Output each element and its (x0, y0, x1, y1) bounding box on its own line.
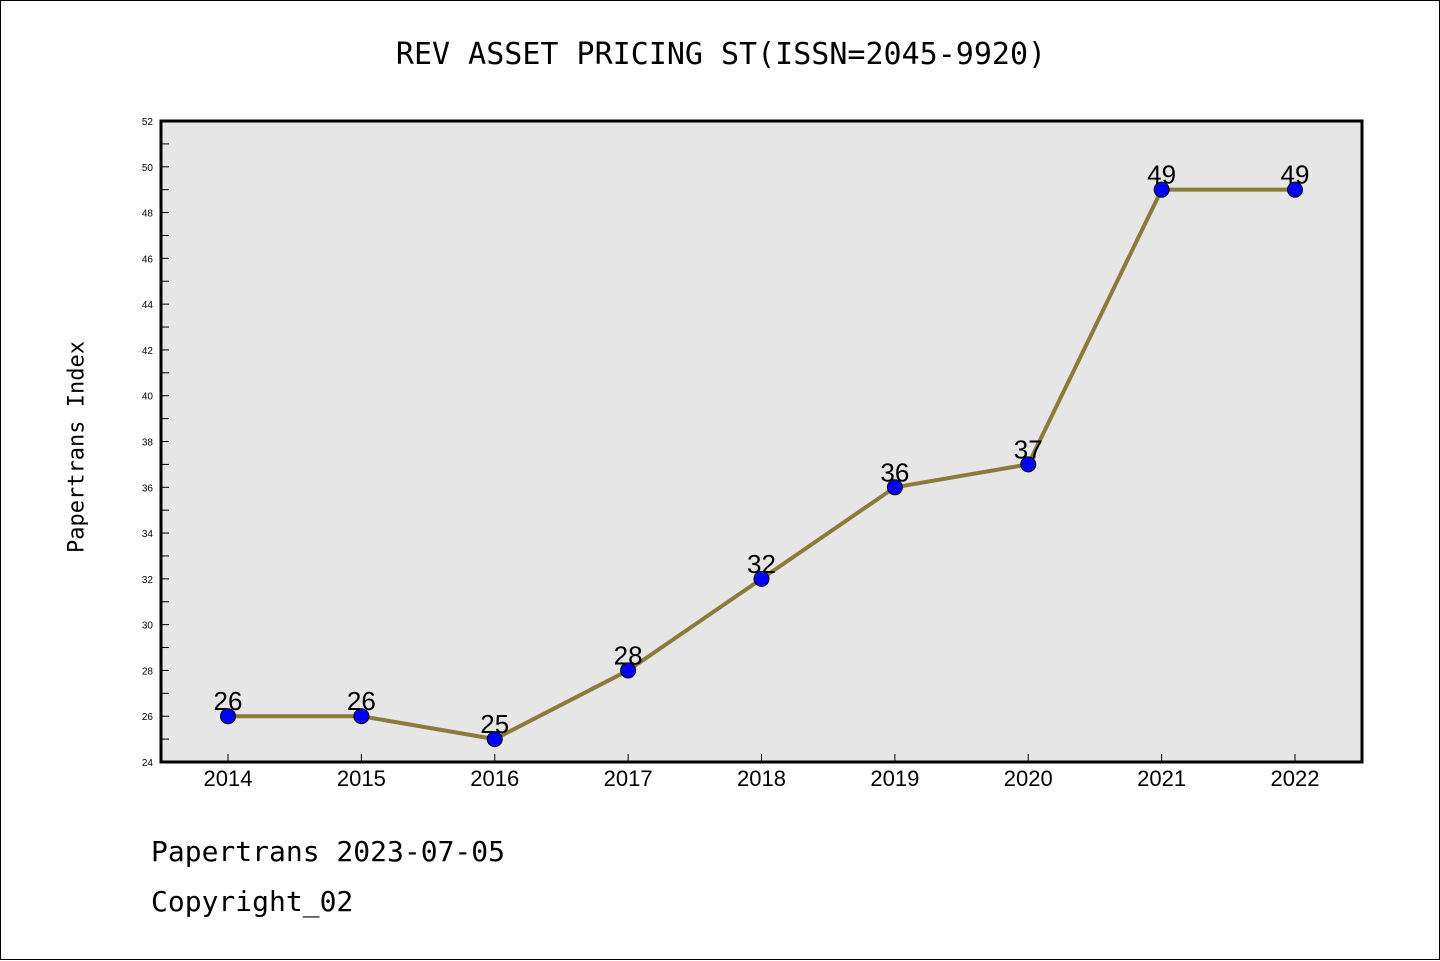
data-point (1153, 181, 1170, 198)
data-point (1287, 181, 1303, 198)
data-label: 26 (214, 686, 243, 716)
data-label: 26 (347, 686, 376, 716)
data-point (353, 708, 370, 725)
y-tick-label: 26 (142, 712, 154, 723)
x-tick-label: 2021 (1137, 766, 1186, 791)
x-tick-label: 2019 (870, 766, 919, 791)
x-tick-label: 2020 (1004, 766, 1053, 791)
data-point (620, 662, 637, 679)
data-label: 49 (1281, 160, 1310, 190)
y-tick-label: 48 (142, 209, 154, 220)
data-point (886, 479, 903, 496)
data-point (753, 570, 770, 587)
y-tick-label: 24 (142, 758, 154, 769)
y-tick-label: 38 (142, 438, 154, 449)
x-tick-label: 2016 (470, 766, 519, 791)
x-tick-label: 2022 (1271, 766, 1320, 791)
footer-date: Papertrans 2023-07-05 (151, 835, 506, 868)
footer-copyright: Copyright_02 (151, 885, 354, 918)
x-tick-label: 2017 (604, 766, 653, 791)
y-tick-label: 34 (142, 529, 154, 540)
y-tick-label: 30 (142, 621, 154, 632)
x-tick-label: 2014 (204, 766, 253, 791)
data-point (1020, 456, 1037, 473)
data-label: 32 (747, 549, 776, 579)
y-tick-label: 36 (142, 483, 154, 494)
y-tick-label: 40 (142, 392, 154, 403)
data-label: 25 (480, 709, 509, 739)
y-tick-label: 32 (142, 575, 154, 586)
plot-area (161, 121, 1362, 762)
y-tick-label: 28 (142, 666, 154, 677)
y-tick-label: 44 (142, 300, 154, 311)
data-point (220, 708, 236, 725)
data-label: 49 (1147, 160, 1176, 190)
chart-title: REV ASSET PRICING ST(ISSN=2045-9920) (395, 37, 1047, 72)
y-tick-label: 52 (142, 117, 154, 128)
data-label: 36 (880, 457, 909, 487)
y-tick-label: 42 (142, 346, 154, 357)
y-tick-label: 50 (142, 163, 154, 174)
x-tick-label: 2018 (737, 766, 786, 791)
x-tick-label: 2015 (337, 766, 386, 791)
data-point (486, 731, 503, 748)
data-label: 37 (1014, 434, 1043, 464)
y-tick-label: 46 (142, 254, 154, 265)
plot-border (159, 119, 1364, 764)
data-label: 28 (614, 640, 643, 670)
